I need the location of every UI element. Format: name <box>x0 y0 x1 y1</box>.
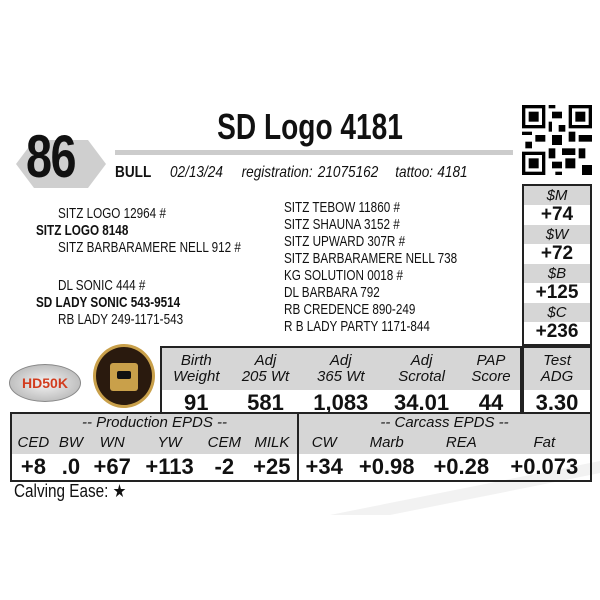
epd-marb: +0.98 <box>358 454 415 479</box>
epd-header: CED <box>17 434 50 451</box>
epd-header: YW <box>157 434 182 451</box>
epd-header: BW <box>58 434 84 451</box>
epd-wn: +67 <box>93 454 131 479</box>
qr-code[interactable] <box>522 104 592 176</box>
association-seal-logo <box>93 344 155 408</box>
adj-205-wt: 581 <box>247 390 284 415</box>
hd50k-logo: HD50K <box>9 364 81 402</box>
dam: SD LADY SONIC 543-9514 <box>36 294 181 311</box>
index-value: +236 <box>535 321 579 342</box>
epd-ced: +8 <box>20 454 46 479</box>
registration: 21075162 <box>317 164 379 181</box>
ancestor: R B LADY PARTY 1171-844 <box>284 318 430 335</box>
tattoo-label: tattoo: <box>395 164 434 181</box>
index-label: $B <box>524 264 590 283</box>
sire-dam: SITZ BARBARAMERE NELL 912 # <box>58 239 241 256</box>
epd-header: MILK <box>246 432 300 454</box>
epd-header: REA <box>445 434 477 451</box>
sire: SITZ LOGO 8148 <box>36 222 129 239</box>
lot-arrow-graphic <box>16 140 106 188</box>
test-adg: 3.30 <box>535 390 579 415</box>
epd-milk: +25 <box>246 454 300 481</box>
performance-table: Birth Weight Adj 205 Wt Adj 365 Wt Adj Scrot… <box>160 346 522 418</box>
production-epds-title: -- Production EPDS -- <box>11 413 300 432</box>
header-test-adg: Test ADG <box>540 352 574 385</box>
index-c: $C +236 <box>522 303 592 342</box>
index-label: $W <box>524 225 590 244</box>
ancestor: SITZ TEBOW 11860 # <box>284 199 400 216</box>
header-adj-scrotal: Adj Scrotal <box>398 352 445 385</box>
epd-table: -- Production EPDS -- -- Carcass EPDS --… <box>10 412 592 482</box>
ancestor: KG SOLUTION 0018 # <box>284 267 404 284</box>
animal-info: BULL 02/13/24 registration: 21075162 tattoo:… <box>115 164 558 182</box>
header-adj-365: Adj 365 Wt <box>317 352 365 385</box>
epd-header: Fat <box>533 434 556 451</box>
epd-cem: -2 <box>214 454 235 479</box>
test-adg-table: Test ADG 3.30 <box>522 346 592 418</box>
lot-number: 86 <box>26 123 76 190</box>
adj-scrotal: 34.01 <box>394 390 450 415</box>
registration-label: registration: <box>241 164 313 181</box>
header-birth-weight: Birth Weight <box>173 352 220 385</box>
star-icon: ★ <box>112 481 127 501</box>
index-value: +125 <box>535 282 579 303</box>
epd-fat: +0.073 <box>510 454 579 479</box>
epd-yw: +113 <box>145 454 194 479</box>
carcass-epds-title: -- Carcass EPDS -- <box>380 414 509 431</box>
title-rule <box>115 150 513 155</box>
calving-ease-label: Calving Ease: <box>14 481 109 501</box>
pap-score: 44 <box>478 390 504 415</box>
index-m: $M +74 <box>522 186 592 225</box>
ancestor: SITZ UPWARD 307R # <box>284 233 406 250</box>
tattoo: 4181 <box>437 164 468 181</box>
epd-header: CW <box>311 434 337 451</box>
adj-365-wt: 1,083 <box>313 390 369 415</box>
epd-header: WN <box>99 434 125 451</box>
dam-dam: RB LADY 249-1171-543 <box>58 311 184 328</box>
index-label: $M <box>524 186 590 205</box>
ancestor: RB CREDENCE 890-249 <box>284 301 416 318</box>
ancestor: DL BARBARA 792 <box>284 284 380 301</box>
index-value: +74 <box>540 204 574 225</box>
calving-ease: Calving Ease: ★ <box>14 481 146 502</box>
dam-sire: DL SONIC 444 # <box>58 277 146 294</box>
epd-cw: +34 <box>305 454 343 479</box>
index-b: $B +125 <box>522 264 592 303</box>
epd-bw: .0 <box>61 454 81 479</box>
sire-sire: SITZ LOGO 12964 # <box>58 205 166 222</box>
birth-weight: 91 <box>184 390 209 415</box>
header-adj-205: Adj 205 Wt <box>241 352 290 385</box>
index-label: $C <box>524 303 590 322</box>
epd-header: CEM <box>207 434 241 451</box>
index-value: +72 <box>540 243 574 264</box>
sex: BULL <box>115 164 152 181</box>
animal-name: SD Logo 4181 <box>217 106 403 147</box>
great-grandparents: SITZ TEBOW 11860 # SITZ SHAUNA 3152 # SI… <box>284 199 506 335</box>
index-w: $W +72 <box>522 225 592 264</box>
ancestor: SITZ BARBARAMERE NELL 738 <box>284 250 458 267</box>
header-pap: PAP Score <box>471 352 511 385</box>
birth-date: 02/13/24 <box>169 164 223 181</box>
ancestor: SITZ SHAUNA 3152 # <box>284 216 400 233</box>
epd-header: Marb <box>369 434 404 451</box>
epd-rea: +0.28 <box>433 454 490 479</box>
